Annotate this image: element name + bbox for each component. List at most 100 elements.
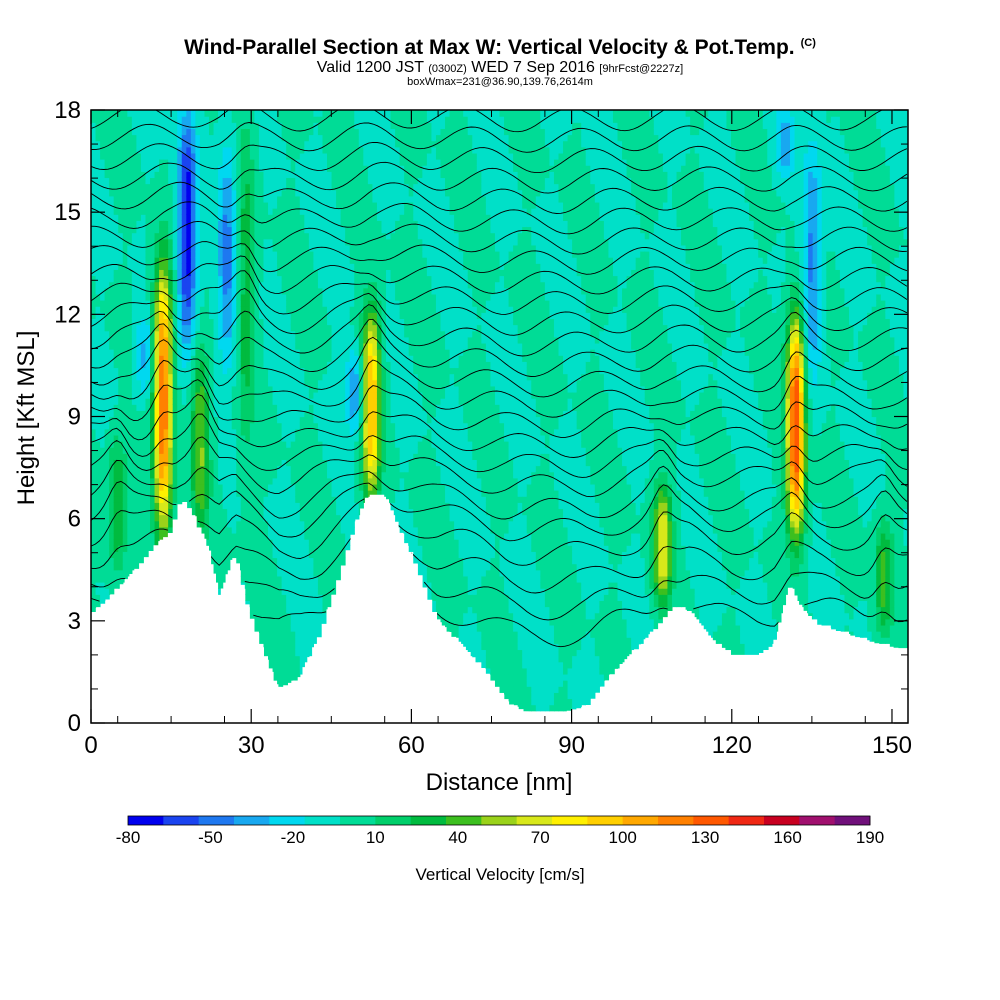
w-cell	[331, 404, 337, 411]
w-cell	[190, 189, 196, 197]
w-cell	[240, 312, 246, 320]
w-cell	[150, 404, 156, 411]
w-cell	[113, 159, 119, 166]
w-cell	[122, 422, 128, 430]
w-cell	[358, 140, 364, 148]
w-cell	[317, 502, 324, 510]
w-cell	[295, 110, 301, 117]
w-cell	[177, 232, 183, 240]
w-cell	[258, 447, 265, 454]
w-cell	[218, 281, 224, 289]
w-cell	[254, 367, 260, 375]
w-cell	[268, 183, 274, 191]
w-cell	[122, 398, 128, 405]
w-cell	[163, 281, 169, 289]
w-cell	[331, 385, 337, 393]
w-cell	[222, 355, 228, 362]
w-cell	[140, 502, 147, 510]
w-cell	[349, 300, 355, 307]
w-cell	[100, 208, 106, 215]
w-cell	[258, 526, 265, 534]
w-cell	[190, 306, 196, 313]
w-cell	[281, 551, 287, 559]
w-cell	[336, 477, 342, 485]
w-cell	[277, 551, 283, 559]
w-cell	[272, 391, 278, 399]
w-cell	[213, 324, 219, 332]
w-cell	[122, 385, 128, 393]
w-cell	[363, 152, 369, 160]
w-cell	[354, 496, 360, 503]
w-cell	[163, 514, 169, 522]
w-cell	[354, 134, 360, 142]
w-cell	[172, 502, 178, 510]
w-cell	[254, 557, 260, 565]
w-cell	[376, 483, 383, 491]
w-cell	[299, 526, 305, 534]
w-cell	[159, 416, 165, 424]
w-cell	[168, 496, 174, 503]
w-cell	[245, 588, 251, 595]
w-cell	[118, 214, 124, 221]
w-cell	[209, 416, 215, 424]
w-cell	[308, 594, 315, 601]
w-cell	[109, 385, 115, 393]
w-cell	[376, 250, 383, 258]
w-cell	[308, 318, 315, 326]
w-cell	[109, 171, 115, 179]
w-cell	[222, 404, 228, 411]
w-cell	[322, 508, 328, 516]
w-cell	[168, 165, 174, 172]
w-cell	[109, 122, 115, 129]
w-cell	[209, 208, 215, 215]
w-cell	[358, 110, 364, 117]
w-cell	[95, 250, 101, 258]
w-cell	[272, 244, 278, 252]
w-cell	[118, 318, 124, 326]
w-cell	[118, 355, 124, 362]
w-cell	[286, 367, 292, 375]
w-cell	[104, 140, 110, 148]
w-cell	[136, 220, 142, 228]
w-cell	[109, 159, 115, 166]
w-cell	[122, 471, 128, 479]
w-cell	[304, 563, 310, 571]
w-cell	[376, 300, 383, 307]
w-cell	[218, 520, 224, 528]
w-cell	[272, 238, 278, 246]
w-cell	[299, 514, 305, 522]
w-cell	[354, 159, 360, 166]
w-cell	[131, 539, 137, 546]
w-cell	[195, 244, 201, 252]
w-cell	[150, 195, 156, 203]
w-cell	[290, 183, 296, 191]
w-cell	[367, 195, 374, 203]
w-cell	[136, 508, 142, 516]
w-cell	[277, 257, 283, 264]
w-cell	[313, 502, 319, 510]
w-cell	[168, 281, 174, 289]
w-cell	[168, 477, 174, 485]
w-cell	[317, 195, 324, 203]
w-cell	[104, 385, 110, 393]
w-cell	[295, 287, 301, 295]
w-cell	[181, 110, 187, 117]
w-cell	[281, 183, 287, 191]
w-cell	[281, 661, 287, 669]
w-cell	[154, 404, 160, 411]
w-cell	[245, 355, 251, 362]
w-cell	[372, 226, 378, 234]
w-cell	[308, 201, 315, 209]
w-cell	[345, 177, 351, 185]
w-cell	[204, 165, 210, 172]
w-cell	[109, 336, 115, 344]
w-cell	[209, 300, 215, 307]
w-cell	[91, 526, 97, 534]
w-cell	[95, 189, 101, 197]
w-cell	[263, 459, 269, 467]
w-cell	[322, 208, 328, 215]
w-cell	[163, 502, 169, 510]
w-cell	[122, 404, 128, 411]
w-cell	[100, 244, 106, 252]
w-cell	[322, 232, 328, 240]
